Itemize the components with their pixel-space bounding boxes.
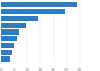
- Bar: [1, 16, 38, 21]
- Bar: [1, 56, 10, 62]
- Bar: [1, 9, 65, 14]
- Bar: [1, 29, 19, 35]
- Bar: [1, 23, 26, 28]
- Bar: [1, 2, 77, 7]
- Bar: [1, 50, 12, 55]
- Bar: [1, 36, 17, 41]
- Bar: [1, 43, 14, 48]
